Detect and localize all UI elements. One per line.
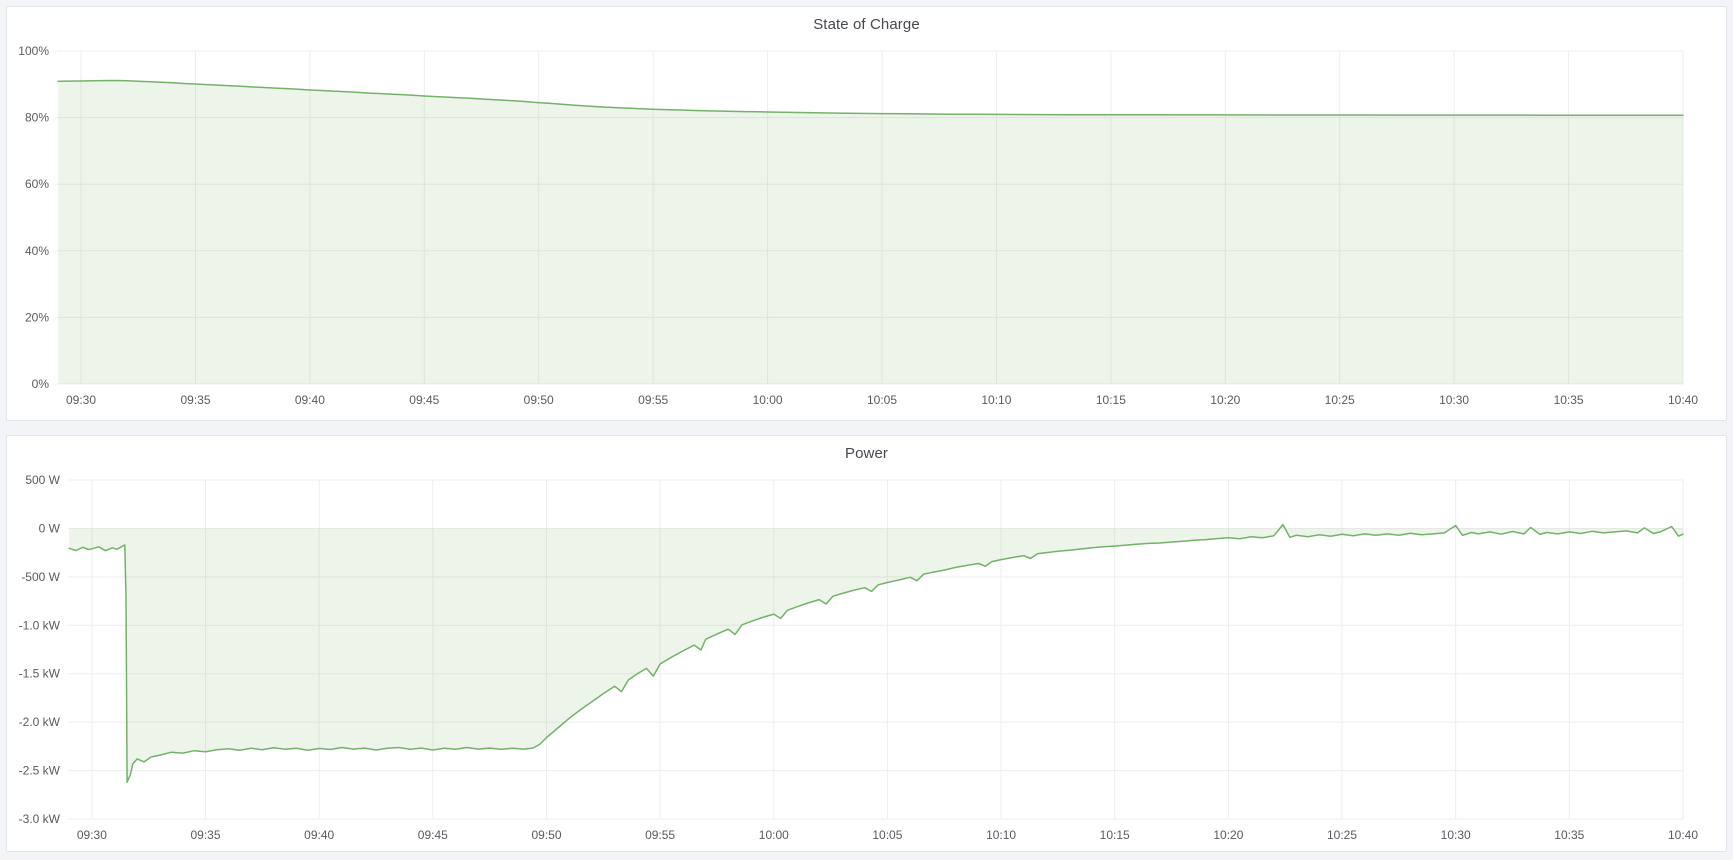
panel-state-of-charge: State of Charge 100% 80% 60% 40% 20% 0% 09:30 0… — [6, 6, 1727, 421]
x-tick-label: 09:40 — [295, 393, 325, 407]
x-tick-label: 10:20 — [1213, 828, 1243, 842]
y-tick-label: 0% — [32, 377, 50, 391]
x-tick-label: 10:40 — [1668, 828, 1698, 842]
y-tick-label: -500 W — [21, 570, 60, 584]
x-tick-label: 10:20 — [1210, 393, 1240, 407]
x-tick-label: 09:55 — [638, 393, 668, 407]
y-tick-label: -2.5 kW — [19, 764, 61, 778]
x-tick-label: 10:30 — [1439, 393, 1469, 407]
x-tick-label: 10:30 — [1441, 828, 1471, 842]
x-tick-label: 10:00 — [759, 828, 789, 842]
x-tick-label: 09:45 — [418, 828, 448, 842]
series-line — [57, 79, 1684, 117]
panel-title-power[interactable]: Power — [844, 444, 889, 462]
series-line — [68, 523, 1684, 783]
x-tick-label: 09:35 — [180, 393, 210, 407]
x-tick-label: 10:25 — [1325, 393, 1355, 407]
x-tick-label: 10:35 — [1554, 393, 1584, 407]
y-tick-label: 500 W — [25, 473, 60, 487]
x-tick-label: 09:50 — [531, 828, 561, 842]
panel-power: Power 500 W 0 W -500 W -1.0 kW -1.5 kW -2.0 k… — [6, 435, 1727, 852]
series-area — [69, 524, 1684, 783]
x-tick-label: 10:00 — [753, 393, 783, 407]
x-tick-label: 10:40 — [1668, 393, 1698, 407]
x-tick-label: 10:05 — [867, 393, 897, 407]
y-tick-label: -3.0 kW — [19, 812, 61, 826]
x-tick-label: 09:55 — [645, 828, 675, 842]
y-tick-label: 60% — [25, 177, 49, 191]
y-tick-label: 0 W — [39, 521, 61, 535]
y-tick-label: -2.0 kW — [19, 715, 61, 729]
x-tick-label: 10:05 — [872, 828, 902, 842]
x-tick-label: 10:35 — [1554, 828, 1584, 842]
series-area — [58, 80, 1684, 384]
y-tick-label: 20% — [25, 310, 49, 324]
panel-title-state-of-charge[interactable]: State of Charge — [813, 15, 920, 33]
x-tick-label: 09:30 — [66, 393, 96, 407]
x-tick-label: 10:15 — [1100, 828, 1130, 842]
x-tick-label: 09:30 — [77, 828, 107, 842]
y-tick-label: 80% — [25, 111, 49, 125]
x-tick-label: 09:35 — [190, 828, 220, 842]
x-tick-label: 10:15 — [1096, 393, 1126, 407]
x-tick-label: 09:40 — [304, 828, 334, 842]
power-chart-canvas[interactable]: 500 W 0 W -500 W -1.0 kW -1.5 kW -2.0 kW -2.5 … — [7, 470, 1720, 851]
y-tick-label: -1.0 kW — [19, 618, 61, 632]
soc-chart-canvas[interactable]: 100% 80% 60% 40% 20% 0% 09:30 09:35 09:40 09:45 09… — [7, 41, 1720, 420]
y-tick-label: -1.5 kW — [19, 667, 61, 681]
x-tick-label: 10:10 — [986, 828, 1016, 842]
y-tick-label: 100% — [18, 44, 49, 58]
x-tick-label: 09:50 — [524, 393, 554, 407]
y-tick-label: 40% — [25, 244, 49, 258]
x-tick-label: 09:45 — [409, 393, 439, 407]
x-tick-label: 10:25 — [1327, 828, 1357, 842]
x-tick-label: 10:10 — [981, 393, 1011, 407]
